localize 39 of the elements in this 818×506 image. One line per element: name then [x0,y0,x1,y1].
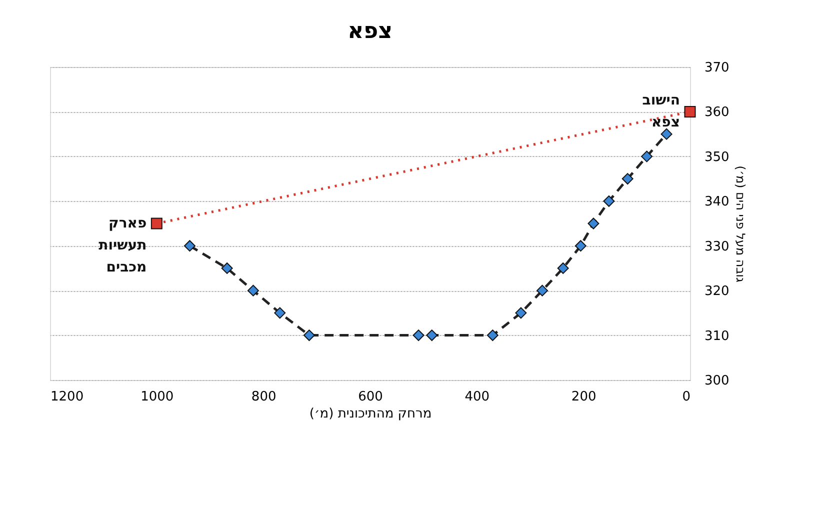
chart-title: צפא [348,19,392,44]
point [515,307,527,319]
point [426,330,438,342]
point [247,284,259,296]
point [221,262,233,274]
y-tick-label: 320 [704,284,730,300]
x-tick-label: 600 [358,390,383,404]
x-tick-label: 1200 [50,390,84,404]
y-tick-label: 340 [704,194,730,210]
point [303,330,315,342]
point [557,262,569,274]
y-tick-label: 360 [704,105,730,120]
point [184,240,196,252]
point [274,307,286,319]
x-tick-label: 200 [571,390,596,404]
annotation: פארק תעשיות מכבים [98,216,147,276]
y-tick-label: 370 [704,60,730,76]
point [536,284,548,296]
point [150,218,162,230]
y-axis-title: גובה מעל פני הים (מ׳) [733,166,748,282]
x-tick-label: 400 [464,390,490,404]
point [588,218,600,230]
point [622,173,634,185]
y-tick-label: 310 [704,328,730,344]
point [660,128,672,140]
point [641,150,653,162]
y-tick-label: 330 [704,239,730,254]
annotation: הישוב צפא [642,92,680,131]
point [486,330,498,342]
x-tick-label: 800 [251,390,276,404]
point [603,195,615,207]
x-tick-label: 1000 [140,390,174,404]
point [412,330,424,342]
y-tick-label: 350 [704,150,730,165]
x-tick-label: 0 [682,390,690,404]
point [574,240,586,252]
point [684,106,696,118]
y-tick-label: 300 [704,374,730,388]
x-axis-title: מרחק מהתיכונית (מ׳) [309,406,432,422]
